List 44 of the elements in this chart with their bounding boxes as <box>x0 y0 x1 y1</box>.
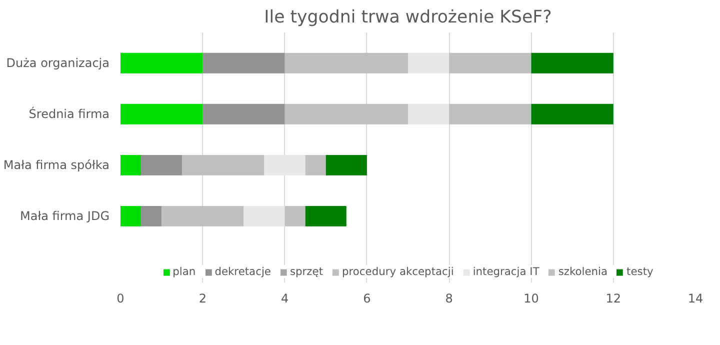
x-tick-label: 4 <box>280 292 289 306</box>
legend-label: integracja IT <box>472 265 540 278</box>
y-tick-label: Średnia firma <box>28 106 110 122</box>
bar <box>120 206 142 226</box>
bar <box>182 154 264 176</box>
bar <box>326 154 367 176</box>
bar <box>202 104 285 124</box>
legend-label: sprzęt <box>290 265 323 278</box>
bar <box>120 52 203 74</box>
x-tick-label: 0 <box>116 292 124 306</box>
x-tick-label: 6 <box>363 292 371 306</box>
bar <box>531 52 614 74</box>
x-tick-label: 8 <box>445 292 453 306</box>
bar <box>305 154 326 176</box>
bar <box>531 104 614 124</box>
x-tick-label: 10 <box>524 292 539 306</box>
x-tick-label: 2 <box>198 292 206 306</box>
bar <box>202 52 285 74</box>
bar <box>449 104 532 124</box>
y-tick-label: Mała firma JDG <box>20 209 110 224</box>
bar <box>449 52 532 74</box>
chart-title: Ile tygodni trwa wdrożenie KSeF? <box>264 8 552 28</box>
legend-label: szkolenia <box>558 265 608 278</box>
legend-label: dekretacje <box>214 265 271 278</box>
y-tick-label: Duża organizacja <box>6 56 110 70</box>
legend-label: plan <box>172 265 196 278</box>
bar <box>284 104 408 124</box>
bar <box>141 206 162 226</box>
x-tick-label: 14 <box>688 292 704 306</box>
bar <box>120 104 203 124</box>
bar <box>120 154 142 176</box>
bar <box>284 206 306 226</box>
legend-label: testy <box>626 265 654 278</box>
bar <box>284 52 408 74</box>
bar <box>162 206 244 226</box>
bar <box>244 206 285 226</box>
x-tick-label: 12 <box>606 292 622 306</box>
bar <box>264 154 306 176</box>
bar <box>305 206 346 226</box>
bar <box>141 154 182 176</box>
y-tick-label: Mała firma spółka <box>3 158 110 172</box>
bar <box>408 52 450 74</box>
legend-label: procedury akceptacji <box>342 265 454 278</box>
bar <box>408 104 450 124</box>
